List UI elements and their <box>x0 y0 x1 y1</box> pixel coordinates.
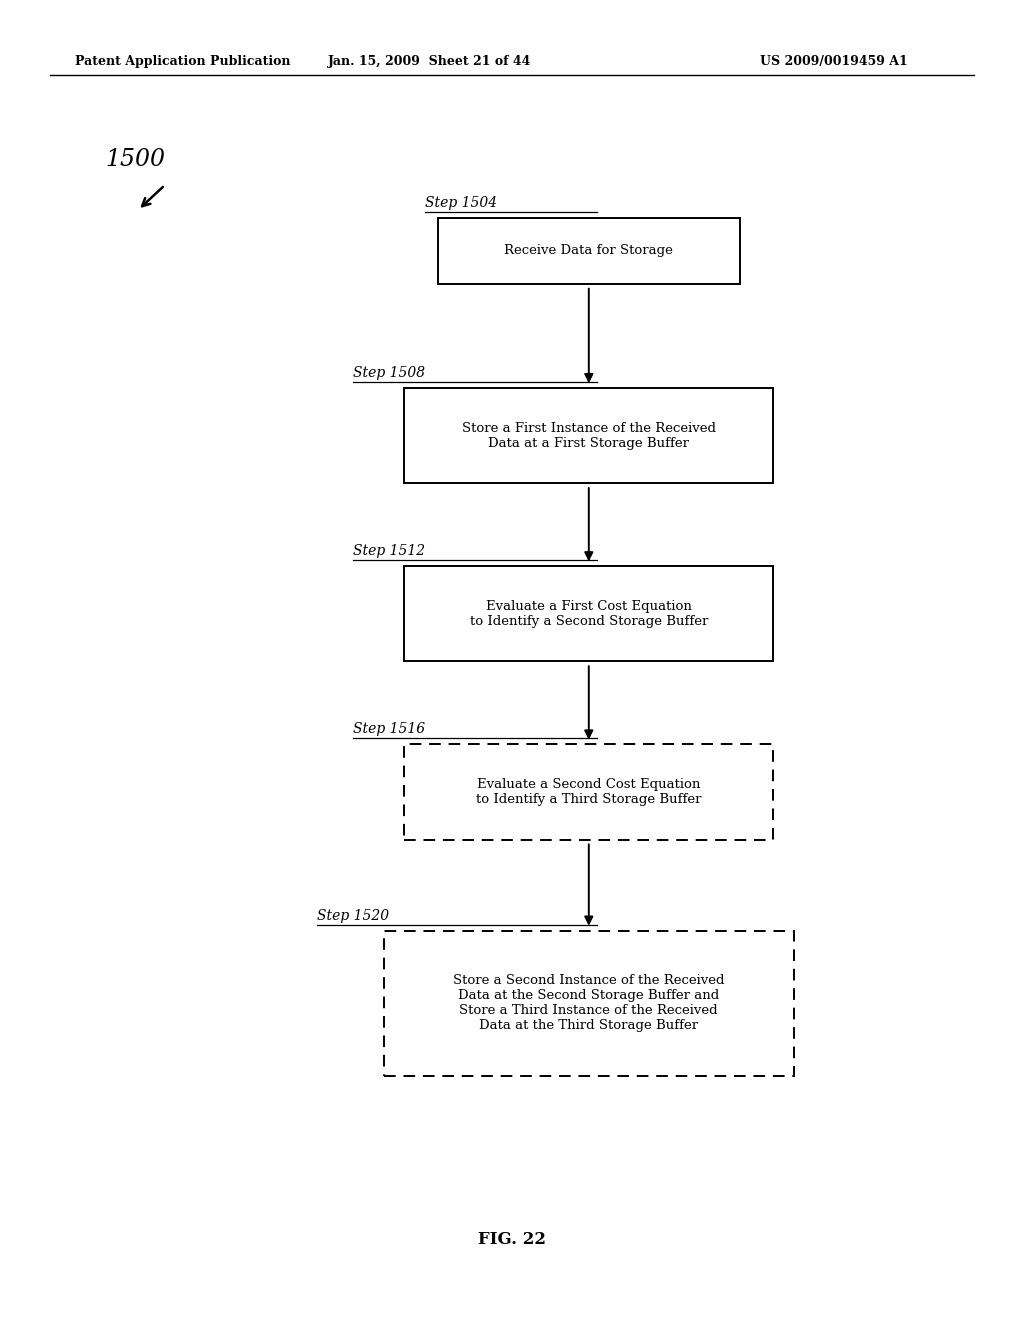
Text: Patent Application Publication: Patent Application Publication <box>75 55 291 69</box>
Text: US 2009/0019459 A1: US 2009/0019459 A1 <box>760 55 907 69</box>
Text: Evaluate a First Cost Equation
to Identify a Second Storage Buffer: Evaluate a First Cost Equation to Identi… <box>470 599 708 628</box>
Bar <box>404 566 773 661</box>
Text: Store a Second Instance of the Received
Data at the Second Storage Buffer and
St: Store a Second Instance of the Received … <box>453 974 725 1032</box>
Text: Step 1520: Step 1520 <box>317 908 389 923</box>
Bar <box>404 388 773 483</box>
Text: 1500: 1500 <box>105 149 165 172</box>
Text: Step 1508: Step 1508 <box>353 366 425 380</box>
Text: Evaluate a Second Cost Equation
to Identify a Third Storage Buffer: Evaluate a Second Cost Equation to Ident… <box>476 777 701 807</box>
Text: Receive Data for Storage: Receive Data for Storage <box>505 244 673 257</box>
Bar <box>438 218 739 284</box>
Text: FIG. 22: FIG. 22 <box>478 1232 546 1249</box>
Bar <box>404 744 773 840</box>
Bar <box>384 931 794 1076</box>
Text: Step 1516: Step 1516 <box>353 722 425 737</box>
Text: Store a First Instance of the Received
Data at a First Storage Buffer: Store a First Instance of the Received D… <box>462 421 716 450</box>
Text: Step 1504: Step 1504 <box>425 195 497 210</box>
Text: Step 1512: Step 1512 <box>353 544 425 558</box>
Text: Jan. 15, 2009  Sheet 21 of 44: Jan. 15, 2009 Sheet 21 of 44 <box>329 55 531 69</box>
